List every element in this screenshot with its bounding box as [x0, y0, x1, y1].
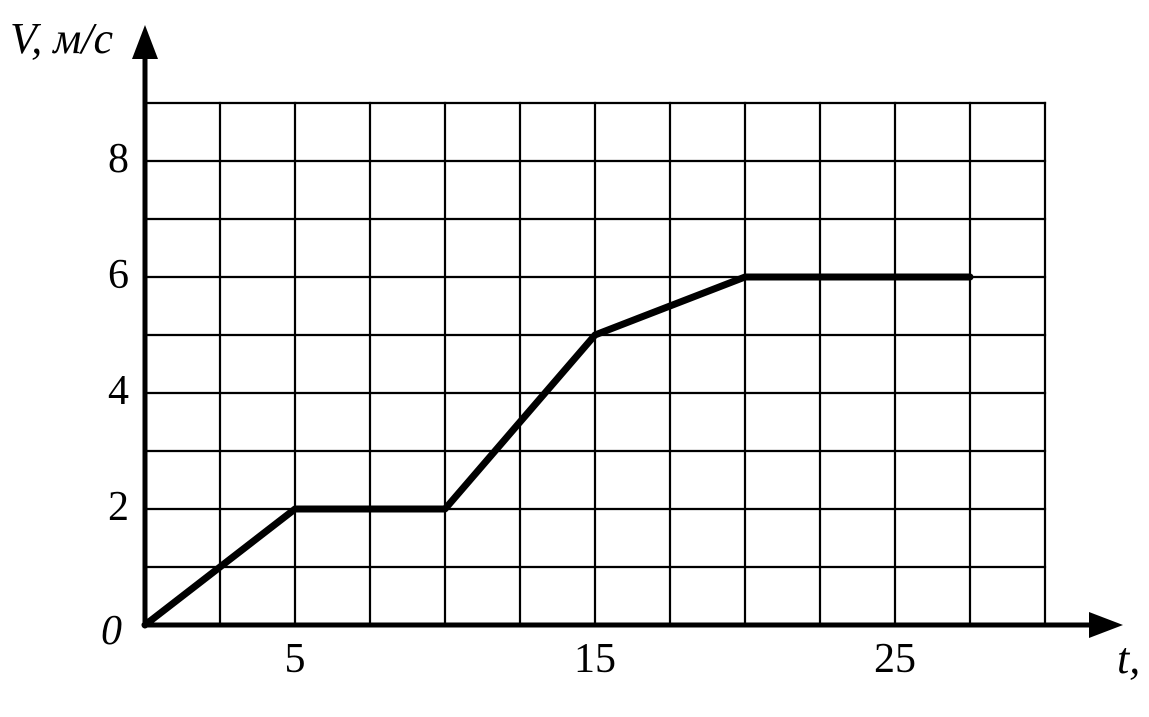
y-tick-label: 4 [69, 367, 129, 415]
grid [145, 103, 1045, 625]
x-tick-label: 15 [555, 635, 635, 683]
y-axis-title: V, м/с [10, 13, 113, 64]
x-tick-label: 25 [855, 635, 935, 683]
chart-svg [0, 0, 1149, 717]
y-tick-label: 8 [69, 135, 129, 183]
origin-label: 0 [101, 607, 122, 655]
y-tick-label: 6 [69, 251, 129, 299]
velocity-time-chart: V, м/с t, с 0 5 15 25 2 4 6 8 [0, 0, 1149, 717]
axes [132, 25, 1123, 638]
x-axis-title: t, с [1117, 633, 1149, 684]
x-tick-label: 5 [255, 635, 335, 683]
y-tick-label: 2 [69, 483, 129, 531]
